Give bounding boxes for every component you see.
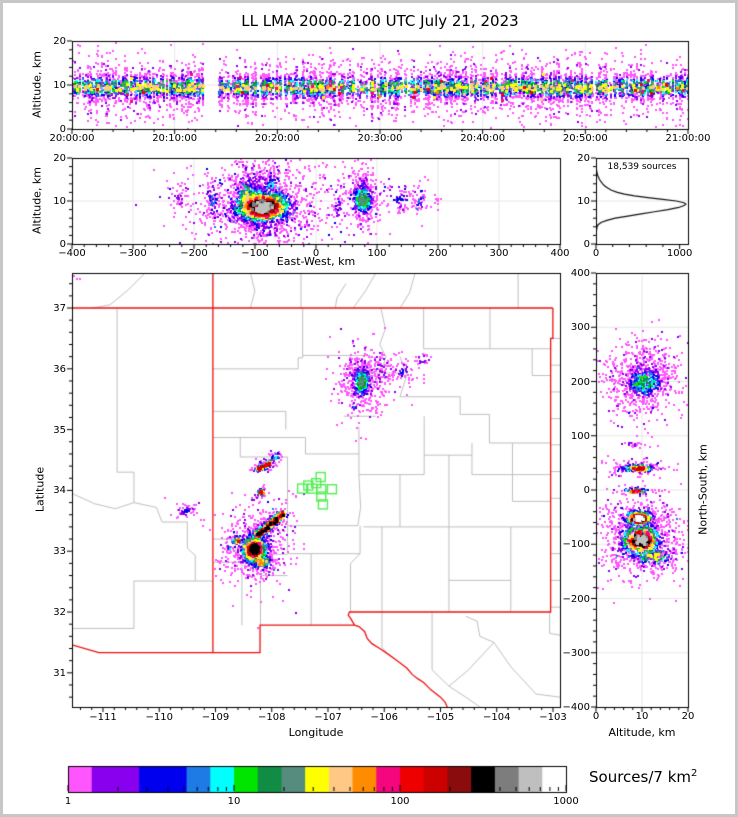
tick-label: −110 [145, 712, 173, 723]
tick-label: 20:10:00 [152, 133, 198, 144]
tick-label: 0 [592, 711, 600, 722]
tick-label: 20:50:00 [562, 133, 608, 144]
tick-label: 10 [53, 80, 66, 91]
source-count-annotation: 18,539 sources [607, 162, 677, 172]
tick-label: 200 [570, 376, 590, 388]
tick-label: 0 [59, 239, 66, 250]
tick-label: 1000 [553, 796, 579, 807]
tick-label: −100 [241, 248, 269, 259]
colorbar-label-superscript: 2 [691, 768, 698, 779]
tick-label: 37 [53, 303, 66, 315]
map-xlabel: Longitude [288, 726, 344, 739]
tick-label: 200 [428, 248, 448, 259]
tick-label: −400 [58, 248, 86, 259]
tick-label: 300 [570, 322, 590, 334]
tick-label: 0 [583, 239, 590, 250]
tick-label: 10 [53, 196, 66, 207]
tick-label: 20 [53, 36, 66, 47]
tick-label: −106 [370, 712, 398, 723]
tick-label: −200 [180, 248, 208, 259]
tick-label: 35 [53, 424, 66, 436]
tick-label: 0 [59, 124, 66, 135]
tick-label: 400 [570, 268, 590, 279]
tick-label: 32 [53, 607, 66, 619]
tick-label: −103 [539, 712, 567, 723]
tick-label: 20 [53, 153, 66, 164]
tick-label: 33 [53, 546, 66, 558]
tick-label: 10 [577, 196, 590, 207]
tick-label: 100 [570, 430, 590, 442]
eastwest-panel-xlabel: East-West, km [276, 255, 356, 268]
colorbar-label-text: Sources/7 km [589, 768, 691, 786]
tick-label: −109 [201, 712, 230, 723]
colorbar-label: Sources/7 km2 [589, 768, 697, 786]
tick-label: 20 [577, 153, 590, 164]
tick-label: 34 [53, 485, 66, 497]
tick-label: −300 [119, 248, 147, 259]
tick-label: −108 [258, 712, 286, 723]
tick-label: 20:30:00 [357, 133, 403, 144]
tick-label: −104 [483, 712, 511, 723]
tick-label: −200 [562, 593, 590, 605]
northsouth-panel-ylabel: North-South, km [696, 444, 710, 535]
tick-label: 20:00:00 [49, 133, 95, 144]
tick-label: 10 [227, 796, 241, 807]
tick-label: 10 [635, 711, 649, 722]
tick-label: 300 [489, 248, 509, 259]
tick-label: 400 [550, 248, 570, 259]
tick-label: 100 [367, 248, 387, 259]
tick-label: 0 [583, 485, 590, 496]
tick-label: 20:40:00 [460, 133, 506, 144]
tick-label: 20 [681, 711, 695, 722]
tick-label: 20:20:00 [254, 133, 300, 144]
tick-label: 1 [64, 796, 72, 807]
northsouth-panel-xlabel: Altitude, km [608, 726, 676, 739]
figure-title: LL LMA 2000-2100 UTC July 21, 2023 [241, 12, 519, 30]
tick-label: 21:00:00 [665, 133, 711, 144]
tick-label: −100 [562, 539, 590, 551]
tick-label: −400 [562, 702, 590, 713]
tick-label: 100 [390, 796, 410, 807]
tick-label: 36 [53, 363, 66, 375]
tick-label: −111 [89, 712, 117, 723]
tick-label: 1000 [666, 248, 693, 259]
tick-label: 31 [53, 667, 66, 679]
tick-label: 0 [312, 248, 320, 259]
tick-label: −107 [314, 712, 342, 723]
tick-label: −105 [426, 712, 455, 723]
tick-label: 0 [592, 248, 600, 259]
tick-label: −300 [562, 647, 590, 659]
